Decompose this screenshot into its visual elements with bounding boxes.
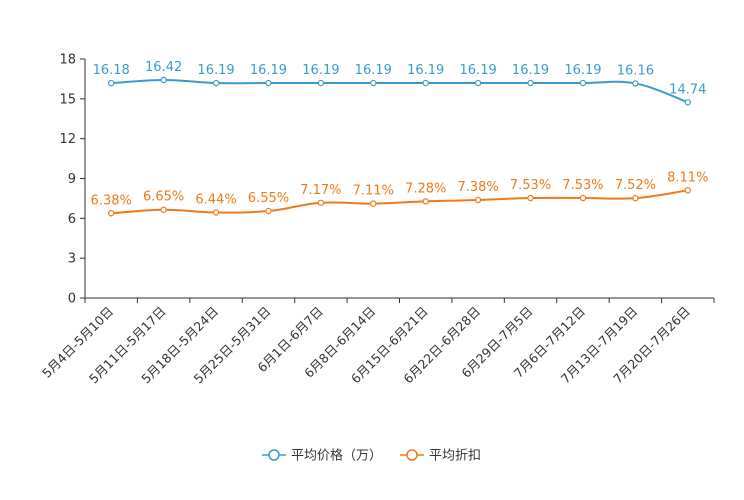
data-point: [579, 79, 587, 87]
data-label: 7.11%: [353, 184, 394, 199]
series-average-price: 16.18 16.42 16.19 16.19 16.19 16.19 16.19 16.19…: [93, 60, 706, 106]
data-point: [317, 79, 325, 87]
data-label: 16.19: [355, 63, 392, 78]
y-axis-tick-labels: 0 3 6 9 12 15 18: [59, 53, 76, 307]
series-layer: 16.18 16.42 16.19 16.19 16.19 16.19 16.19 16.19…: [91, 60, 708, 217]
y-tick-label: 12: [59, 132, 76, 147]
series-average-discount: 6.38% 6.65% 6.44% 6.55% 7.17% 7.11% 7.28% 7.38%…: [91, 170, 708, 217]
legend-item-average-price: 平均价格（万）: [262, 448, 382, 464]
data-label: 6.44%: [195, 192, 236, 207]
data-label: 16.19: [197, 63, 234, 78]
data-label: 7.28%: [405, 181, 446, 196]
data-point: [632, 80, 639, 87]
data-label: 7.53%: [562, 178, 603, 193]
data-point: [370, 200, 377, 207]
data-label: 7.53%: [510, 178, 551, 193]
legend-marker-icon: [406, 449, 418, 461]
series-line: [111, 78, 689, 104]
data-point: [265, 79, 272, 87]
data-point: [422, 79, 429, 87]
data-label: 6.65%: [143, 190, 184, 205]
data-point: [684, 187, 691, 194]
legend-label: 平均折扣: [429, 449, 481, 464]
data-label: 16.19: [250, 63, 287, 78]
y-tick-label: 6: [68, 212, 76, 227]
data-label: 16.19: [564, 63, 601, 78]
data-label: 7.52%: [615, 178, 656, 193]
data-point: [160, 206, 167, 213]
data-label: 8.11%: [667, 170, 708, 185]
data-label: 16.18: [93, 63, 130, 78]
x-axis-tick-labels: 5月4日-5月10日5月11日-5月17日5月18日-5月24日5月25日-5月…: [39, 304, 693, 387]
data-point: [632, 194, 639, 202]
data-point: [527, 79, 534, 87]
legend-marker-icon: [268, 449, 280, 461]
data-point: [160, 76, 167, 84]
data-point: [474, 196, 482, 204]
data-point: [108, 210, 115, 217]
y-tick-label: 3: [68, 252, 76, 267]
data-point: [474, 79, 482, 87]
data-label: 16.19: [302, 63, 339, 78]
legend-item-average-discount: 平均折扣: [400, 449, 481, 464]
series-line: [111, 189, 688, 215]
y-tick-label: 15: [59, 92, 76, 107]
data-label: 16.19: [512, 63, 549, 78]
data-point: [265, 207, 272, 215]
y-tick-label: 9: [68, 172, 76, 187]
data-point: [422, 198, 429, 205]
y-tick-label: 0: [68, 292, 76, 307]
data-point: [317, 199, 325, 206]
data-point: [108, 79, 115, 87]
legend-label: 平均价格（万）: [291, 448, 382, 464]
data-point: [527, 194, 534, 202]
legend: 平均价格（万） 平均折扣: [262, 448, 481, 464]
data-label: 14.74: [669, 82, 706, 97]
data-point: [684, 99, 691, 106]
data-label: 16.19: [407, 63, 444, 78]
data-label: 16.42: [145, 60, 182, 75]
data-label: 6.38%: [91, 193, 132, 208]
data-point: [579, 194, 587, 202]
data-label: 16.19: [460, 63, 497, 78]
data-label: 6.55%: [248, 191, 289, 206]
data-point: [370, 79, 377, 87]
y-tick-label: 18: [59, 53, 76, 68]
data-point: [212, 209, 220, 216]
axes: [80, 58, 715, 303]
data-point: [212, 79, 220, 87]
data-label: 7.38%: [457, 180, 498, 195]
data-label: 16.16: [617, 63, 654, 78]
data-label: 7.17%: [300, 183, 341, 198]
